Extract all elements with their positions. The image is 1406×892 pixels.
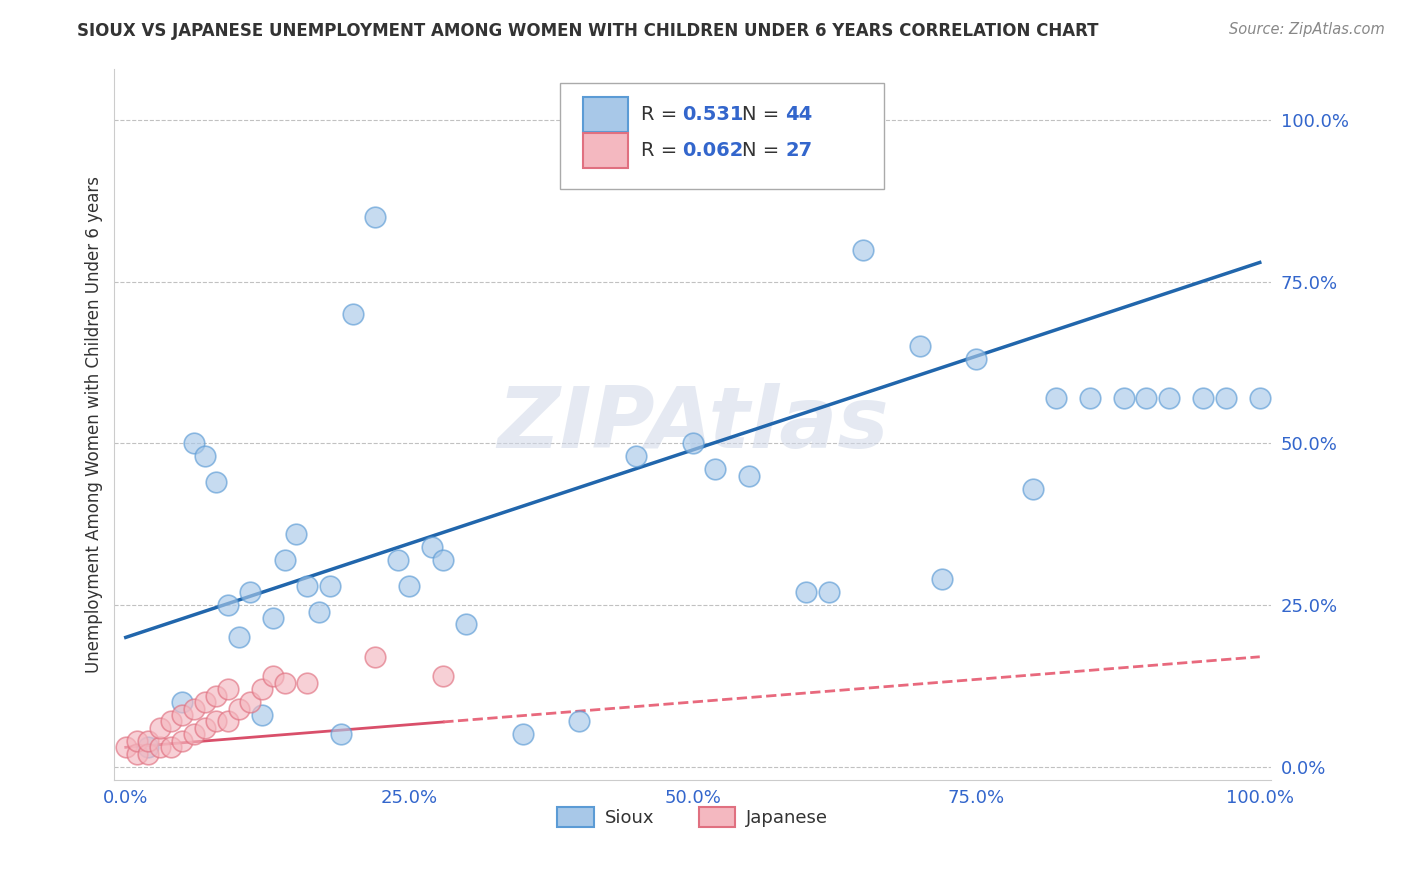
Point: [194, 695, 217, 709]
Point: [432, 553, 454, 567]
Point: [1112, 391, 1135, 405]
Point: [183, 436, 205, 450]
Text: Source: ZipAtlas.com: Source: ZipAtlas.com: [1229, 22, 1385, 37]
Text: 27: 27: [786, 141, 813, 160]
Text: 0.531: 0.531: [682, 105, 744, 124]
Point: [454, 617, 477, 632]
Point: [852, 243, 875, 257]
Legend: Sioux, Japanese: Sioux, Japanese: [550, 799, 835, 835]
Text: 44: 44: [786, 105, 813, 124]
Point: [704, 462, 727, 476]
Point: [342, 307, 364, 321]
Point: [1249, 391, 1271, 405]
Point: [160, 740, 183, 755]
Point: [205, 689, 228, 703]
Point: [568, 714, 591, 729]
Text: SIOUX VS JAPANESE UNEMPLOYMENT AMONG WOMEN WITH CHILDREN UNDER 6 YEARS CORRELATI: SIOUX VS JAPANESE UNEMPLOYMENT AMONG WOM…: [77, 22, 1099, 40]
Point: [138, 734, 160, 748]
Point: [364, 649, 387, 664]
Point: [398, 579, 420, 593]
Point: [127, 747, 149, 761]
Point: [172, 695, 194, 709]
Point: [138, 747, 160, 761]
Point: [1192, 391, 1215, 405]
Text: R =: R =: [641, 105, 683, 124]
Point: [273, 675, 295, 690]
Point: [624, 450, 647, 464]
Point: [284, 527, 307, 541]
Point: [183, 727, 205, 741]
Point: [273, 553, 295, 567]
Text: N =: N =: [742, 105, 786, 124]
Text: N =: N =: [742, 141, 786, 160]
Point: [228, 631, 250, 645]
Point: [364, 211, 387, 225]
Point: [194, 721, 217, 735]
Point: [295, 579, 318, 593]
Point: [172, 708, 194, 723]
FancyBboxPatch shape: [583, 133, 628, 168]
Point: [908, 339, 931, 353]
Text: R =: R =: [641, 141, 683, 160]
Point: [250, 708, 273, 723]
Point: [817, 585, 839, 599]
Point: [228, 701, 250, 715]
Point: [295, 675, 318, 690]
Point: [1045, 391, 1067, 405]
Point: [512, 727, 534, 741]
Point: [205, 714, 228, 729]
Point: [420, 540, 443, 554]
Text: 0.062: 0.062: [682, 141, 744, 160]
Point: [682, 436, 704, 450]
Point: [308, 605, 330, 619]
Point: [205, 475, 228, 490]
Point: [931, 572, 953, 586]
Point: [965, 352, 987, 367]
Text: ZIPAtlas: ZIPAtlas: [496, 383, 889, 466]
Point: [794, 585, 817, 599]
Point: [262, 669, 284, 683]
FancyBboxPatch shape: [583, 97, 628, 132]
Point: [160, 714, 183, 729]
Point: [1215, 391, 1237, 405]
Point: [432, 669, 454, 683]
Point: [1078, 391, 1101, 405]
Point: [217, 714, 239, 729]
Point: [114, 740, 136, 755]
Point: [138, 740, 160, 755]
Y-axis label: Unemployment Among Women with Children Under 6 years: Unemployment Among Women with Children U…: [86, 176, 103, 673]
Point: [149, 721, 172, 735]
FancyBboxPatch shape: [560, 83, 883, 189]
Point: [1135, 391, 1157, 405]
Point: [387, 553, 409, 567]
Point: [183, 701, 205, 715]
Point: [1022, 482, 1045, 496]
Point: [127, 734, 149, 748]
Point: [217, 682, 239, 697]
Point: [239, 695, 262, 709]
Point: [262, 611, 284, 625]
Point: [194, 450, 217, 464]
Point: [1157, 391, 1180, 405]
Point: [330, 727, 353, 741]
Point: [738, 468, 761, 483]
Point: [250, 682, 273, 697]
Point: [319, 579, 342, 593]
Point: [172, 734, 194, 748]
Point: [239, 585, 262, 599]
Point: [217, 598, 239, 612]
Point: [149, 740, 172, 755]
